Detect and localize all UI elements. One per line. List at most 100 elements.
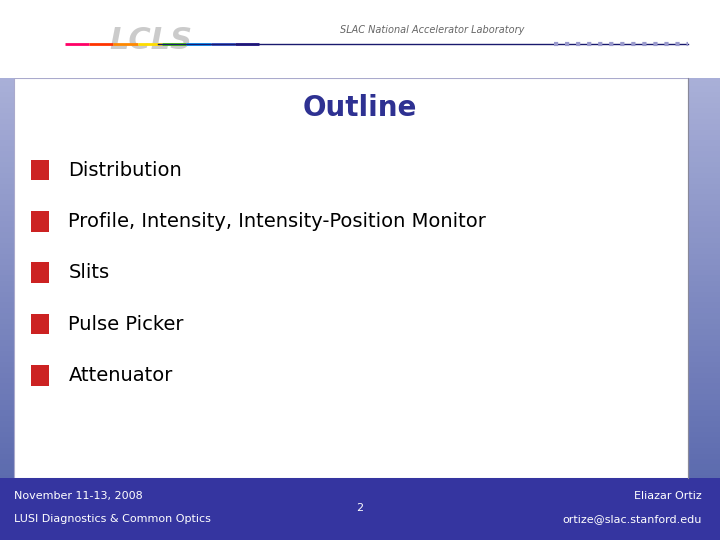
Bar (0, 373, 720, 378)
Bar (0, 211, 720, 216)
Bar (0, 351, 720, 356)
Bar (0, 394, 720, 400)
Bar (0, 367, 720, 373)
Bar (0, 302, 720, 308)
Text: Profile, Intensity, Intensity-Position Monitor: Profile, Intensity, Intensity-Position M… (68, 212, 486, 231)
Bar (0, 421, 720, 427)
Bar (0, 173, 720, 178)
Bar (30, 211, 49, 232)
Bar (0, 59, 720, 65)
Text: Outline: Outline (303, 94, 417, 122)
Bar (0, 76, 720, 81)
Text: November 11-13, 2008: November 11-13, 2008 (14, 491, 143, 501)
Bar (0, 270, 720, 275)
Bar (30, 365, 49, 386)
Bar (0, 162, 720, 167)
Bar (0, 184, 720, 189)
Bar (30, 262, 49, 283)
Bar (0, 491, 720, 497)
Bar (0, 432, 720, 437)
Bar (0, 113, 720, 119)
Bar (0, 329, 720, 335)
Bar (0, 319, 720, 324)
Bar (0, 194, 720, 200)
Bar (0, 513, 720, 518)
Bar (0, 292, 720, 297)
Bar (0, 378, 720, 383)
Bar (0, 216, 720, 221)
Bar (14, 78, 688, 478)
Bar (0, 54, 720, 59)
Bar (0, 97, 720, 103)
Bar (0, 151, 720, 157)
Bar (0, 383, 720, 389)
Text: Attenuator: Attenuator (68, 366, 173, 385)
Bar (0, 221, 720, 227)
Bar (0, 49, 720, 54)
Bar (0, 232, 720, 238)
Bar (0, 405, 720, 410)
Bar (0, 0, 720, 5)
Bar (0, 459, 720, 464)
Bar (0, 227, 720, 232)
Bar (0, 529, 720, 535)
Bar (0, 108, 720, 113)
Bar (0, 119, 720, 124)
Bar (0, 416, 720, 421)
Bar (0, 535, 720, 540)
Bar (30, 314, 49, 334)
Bar (0, 27, 720, 32)
Bar (0, 205, 720, 211)
Bar (0, 135, 720, 140)
Bar (0, 124, 720, 130)
Bar (0, 254, 720, 259)
Text: Eliazar Ortiz: Eliazar Ortiz (634, 491, 702, 501)
Bar (0, 70, 720, 76)
Bar (0, 16, 720, 22)
Bar (0, 400, 720, 405)
Bar (0, 389, 720, 394)
Bar (0, 86, 720, 92)
Text: LCLS: LCLS (109, 26, 193, 55)
Bar (0, 103, 720, 108)
Bar (0, 437, 720, 443)
Bar (0, 313, 720, 319)
Bar (0, 502, 720, 508)
Bar (0, 43, 720, 49)
Bar (0, 38, 720, 43)
Bar (0, 470, 720, 475)
Bar (0, 335, 720, 340)
Bar (0, 92, 720, 97)
Bar (0, 81, 720, 86)
Bar (0, 410, 720, 416)
Text: SLAC National Accelerator Laboratory: SLAC National Accelerator Laboratory (340, 25, 524, 35)
Bar (0, 508, 720, 513)
Bar (0, 130, 720, 135)
Bar (0, 32, 720, 38)
Bar (0, 443, 720, 448)
Bar (30, 160, 49, 180)
Bar (0, 346, 720, 351)
Bar (0, 356, 720, 362)
Bar (0, 265, 720, 270)
Bar (0, 427, 720, 432)
Bar (0, 22, 720, 27)
Text: LUSI Diagnostics & Common Optics: LUSI Diagnostics & Common Optics (14, 515, 211, 524)
Bar (0, 286, 720, 292)
Bar (0, 454, 720, 459)
Bar (0, 486, 720, 491)
Bar (0, 200, 720, 205)
Bar (0, 518, 720, 524)
Bar (0, 65, 720, 70)
Bar (0, 324, 720, 329)
Bar (0, 464, 720, 470)
Bar (0, 475, 720, 481)
Bar (0, 275, 720, 281)
Text: 2: 2 (356, 503, 364, 512)
Bar (0, 340, 720, 346)
Bar (0, 178, 720, 184)
Bar (0, 11, 720, 16)
Bar (0, 524, 720, 529)
Bar (0, 362, 720, 367)
Bar (0, 478, 720, 540)
